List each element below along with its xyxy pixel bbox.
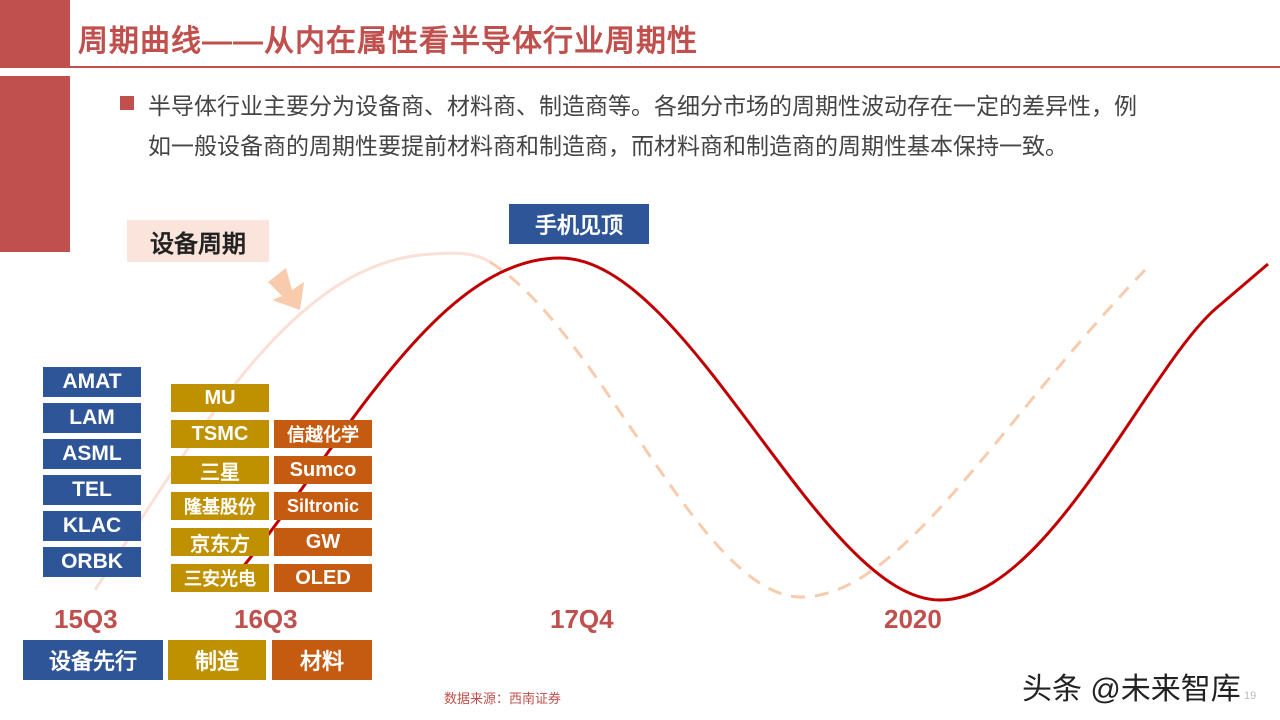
time-label-16q3: 16Q3 <box>234 604 298 634</box>
time-label-15q3: 15Q3 <box>54 604 118 634</box>
phone-peak-label: 手机见顶 <box>509 204 649 244</box>
equipment-company-asml: ASML <box>43 439 141 469</box>
title-divider <box>0 66 1280 68</box>
time-label-2020: 2020 <box>884 604 942 634</box>
legend-materials: 材料 <box>272 640 372 680</box>
equipment-company-lam: LAM <box>43 403 141 433</box>
data-source: 数据来源：西南证券 <box>444 691 562 706</box>
manufacturing-company-samsung: 三星 <box>171 456 269 484</box>
materials-company-shinetsu: 信越化学 <box>274 420 372 448</box>
manufacturing-company-mu: MU <box>171 384 269 412</box>
arrow-icon <box>268 268 304 310</box>
legend-manufacturing: 制造 <box>168 640 266 680</box>
equipment-cycle-label: 设备周期 <box>127 220 269 262</box>
equipment-company-orbk: ORBK <box>43 547 141 577</box>
equipment-company-amat: AMAT <box>43 367 141 397</box>
description-text: 半导体行业主要分为设备商、材料商、制造商等。各细分市场的周期性波动存在一定的差异… <box>148 86 1208 166</box>
equipment-cycle-curve-solid <box>93 251 491 591</box>
equipment-company-tel: TEL <box>43 475 141 505</box>
side-accent-top <box>0 0 70 68</box>
description-line-1: 半导体行业主要分为设备商、材料商、制造商等。各细分市场的周期性波动存在一定的差异… <box>148 93 1137 119</box>
materials-company-oled: OLED <box>274 564 372 592</box>
materials-company-siltronic: Siltronic <box>274 492 372 520</box>
materials-company-gw: GW <box>274 528 372 556</box>
manufacturing-company-sanan: 三安光电 <box>171 564 269 592</box>
manufacturing-company-tsmc: TSMC <box>171 420 269 448</box>
watermark: 头条 @未来智库 <box>1022 673 1241 706</box>
manufacturing-company-boe: 京东方 <box>171 528 269 556</box>
equipment-company-klac: KLAC <box>43 511 141 541</box>
page-number: 19 <box>1244 690 1257 702</box>
time-label-17q4: 17Q4 <box>550 604 614 634</box>
bullet-square-icon <box>120 96 134 110</box>
materials-company-sumco: Sumco <box>274 456 372 484</box>
page-title: 周期曲线——从内在属性看半导体行业周期性 <box>78 25 698 58</box>
semiconductor-cycle-curve <box>223 256 1269 602</box>
legend-equipment: 设备先行 <box>23 640 163 680</box>
manufacturing-company-longi: 隆基股份 <box>171 492 269 520</box>
description-line-2: 如一般设备商的周期性要提前材料商和制造商，而材料商和制造商的周期性基本保持一致。 <box>148 133 1068 159</box>
side-accent-bottom <box>0 76 70 252</box>
equipment-cycle-curve-dashed <box>489 260 1147 599</box>
